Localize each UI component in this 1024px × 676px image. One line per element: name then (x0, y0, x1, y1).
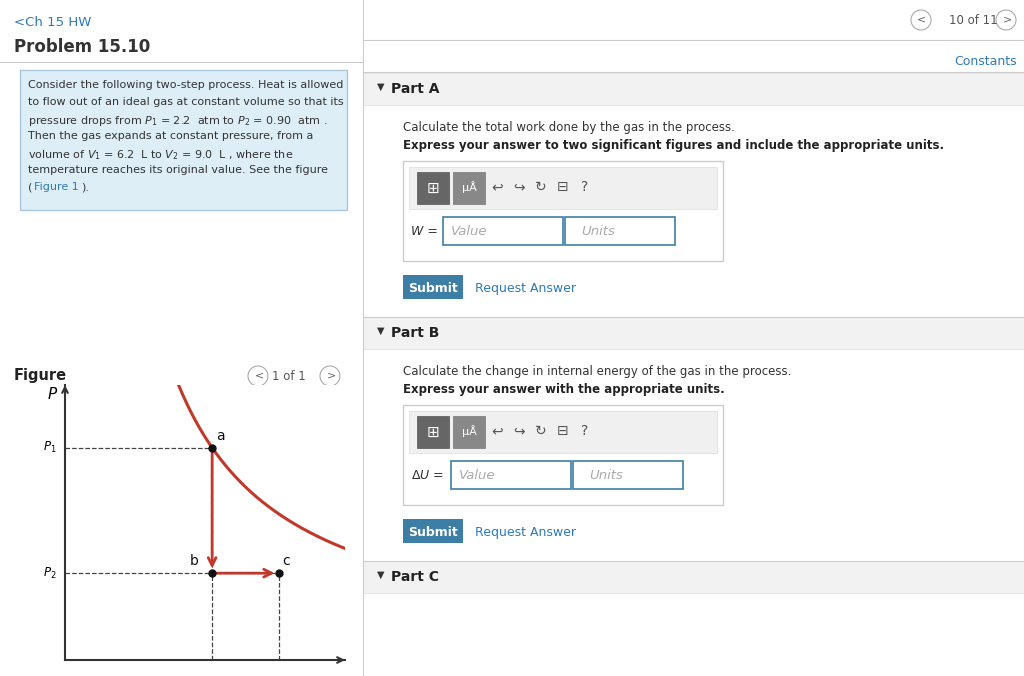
Text: Figure: Figure (14, 368, 68, 383)
Bar (362, 0, 1024, 676)
Text: Units: Units (589, 469, 623, 482)
Text: <Ch 15 HW: <Ch 15 HW (14, 16, 91, 29)
Text: temperature reaches its original value. See the figure: temperature reaches its original value. … (28, 165, 328, 175)
Text: ⊞: ⊞ (427, 425, 439, 440)
Text: (: ( (28, 182, 33, 192)
Text: volume of $V_1$ = 6.2  L to $V_2$ = 9.0  L , where the: volume of $V_1$ = 6.2 L to $V_2$ = 9.0 L… (28, 148, 293, 162)
Text: ↻: ↻ (536, 180, 547, 194)
Bar (409, 167, 717, 209)
Bar (453, 172, 485, 204)
Text: >: > (327, 370, 336, 380)
Text: ).: ). (81, 182, 89, 192)
Text: ▼: ▼ (377, 570, 384, 580)
Text: Value: Value (451, 225, 487, 238)
Bar (0, 0, 362, 676)
Text: Figure 1: Figure 1 (34, 182, 79, 192)
Circle shape (911, 10, 931, 30)
Text: μÅ: μÅ (462, 181, 476, 193)
Text: $P_2$: $P_2$ (43, 566, 56, 581)
Bar (403, 275, 463, 299)
Text: pressure drops from $P_1$ = 2.2  atm to $P_2$ = 0.90  atm .: pressure drops from $P_1$ = 2.2 atm to $… (28, 114, 328, 128)
Text: Request Answer: Request Answer (475, 282, 575, 295)
Text: ↻: ↻ (536, 424, 547, 438)
Text: <: < (918, 14, 927, 24)
Text: ?: ? (582, 424, 589, 438)
Text: ↩: ↩ (492, 424, 503, 438)
Bar (573, 461, 683, 489)
Text: Calculate the total work done by the gas in the process.: Calculate the total work done by the gas… (403, 121, 735, 134)
Text: $P_1$: $P_1$ (43, 440, 56, 455)
Text: >: > (1002, 14, 1013, 24)
Text: Part B: Part B (391, 326, 439, 340)
Text: Submit: Submit (409, 526, 458, 539)
Text: b: b (190, 554, 199, 569)
Text: <: < (255, 370, 264, 380)
Text: ⊟: ⊟ (557, 180, 568, 194)
Bar (403, 519, 463, 543)
Text: Problem 15.10: Problem 15.10 (14, 38, 151, 56)
Text: Express your answer to two significant figures and include the appropriate units: Express your answer to two significant f… (403, 139, 944, 152)
Text: Express your answer with the appropriate units.: Express your answer with the appropriate… (403, 383, 725, 396)
Bar (362, 317, 1024, 349)
Circle shape (248, 366, 268, 386)
Text: W =: W = (411, 225, 438, 238)
Text: a: a (216, 429, 225, 443)
Bar (362, 561, 1024, 593)
Bar (453, 416, 485, 448)
Bar (451, 461, 571, 489)
Text: Then the gas expands at constant pressure, from a: Then the gas expands at constant pressur… (28, 131, 313, 141)
Text: ▼: ▼ (377, 326, 384, 336)
Text: ↪: ↪ (513, 180, 525, 194)
Text: Part C: Part C (391, 570, 439, 584)
Bar (565, 217, 675, 245)
Text: ▼: ▼ (377, 82, 384, 92)
Text: ↩: ↩ (492, 180, 503, 194)
Text: ⊞: ⊞ (427, 181, 439, 196)
Text: μÅ: μÅ (462, 425, 476, 437)
Text: Units: Units (581, 225, 614, 238)
Text: 10 of 11: 10 of 11 (949, 14, 997, 27)
Bar (362, 73, 1024, 105)
Bar (417, 416, 449, 448)
Bar (443, 217, 563, 245)
Bar (403, 405, 723, 505)
Text: c: c (283, 554, 290, 569)
Text: ?: ? (582, 180, 589, 194)
Bar (403, 161, 723, 261)
Text: Consider the following two-step process. Heat is allowed: Consider the following two-step process.… (28, 80, 343, 90)
Circle shape (996, 10, 1016, 30)
Bar (417, 172, 449, 204)
Text: Calculate the change in internal energy of the gas in the process.: Calculate the change in internal energy … (403, 365, 792, 378)
Text: 1 of 1: 1 of 1 (272, 370, 306, 383)
Text: Constants: Constants (954, 55, 1017, 68)
Bar (20, 70, 347, 210)
Text: Submit: Submit (409, 282, 458, 295)
Text: Request Answer: Request Answer (475, 526, 575, 539)
Circle shape (319, 366, 340, 386)
Text: $\Delta U$ =: $\Delta U$ = (411, 469, 444, 482)
Text: P: P (47, 387, 56, 402)
Text: Part A: Part A (391, 82, 439, 96)
Text: Value: Value (459, 469, 496, 482)
Text: ⊟: ⊟ (557, 424, 568, 438)
Text: to flow out of an ideal gas at constant volume so that its: to flow out of an ideal gas at constant … (28, 97, 344, 107)
Bar (409, 411, 717, 453)
Text: ↪: ↪ (513, 424, 525, 438)
